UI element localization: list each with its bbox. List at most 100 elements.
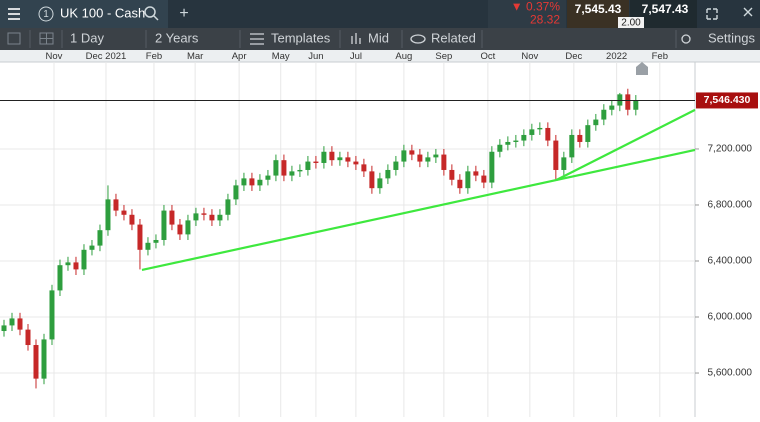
tab-badge xyxy=(38,6,54,22)
price-type-button[interactable]: Mid xyxy=(368,30,389,45)
x-tick-label: May xyxy=(272,51,290,62)
tab-number: 1 xyxy=(43,9,49,20)
x-tick-label: Apr xyxy=(232,51,247,62)
candle-body xyxy=(337,157,343,161)
instrument-name: UK 100 - Cash xyxy=(60,5,145,20)
candle-body xyxy=(473,171,479,176)
candle-body xyxy=(449,169,455,180)
interval-button[interactable]: 1 Day xyxy=(70,30,104,45)
candle-body xyxy=(65,262,71,266)
x-tick-label: Dec 2021 xyxy=(86,51,127,62)
candle-body xyxy=(537,127,543,130)
sell-price: 7,545.43 xyxy=(575,2,622,16)
x-tick-label: Sep xyxy=(435,51,452,62)
candle-body xyxy=(57,265,63,291)
candle-body xyxy=(361,164,367,172)
candle-body xyxy=(481,175,487,183)
candle-body xyxy=(393,161,399,170)
candle-body xyxy=(625,94,631,110)
candle-body xyxy=(529,129,535,135)
candle-body xyxy=(441,154,447,170)
candle-body xyxy=(273,160,279,176)
last-price-tag xyxy=(696,92,758,109)
templates-button[interactable]: Templates xyxy=(271,30,331,45)
search-icon[interactable] xyxy=(144,6,159,21)
y-tick-label: 6,000.000 xyxy=(708,312,753,323)
candle-body xyxy=(257,179,263,186)
candle-body xyxy=(425,157,431,162)
candle-body xyxy=(345,157,351,162)
candle-body xyxy=(73,262,79,270)
trendline xyxy=(556,108,696,181)
candle-body xyxy=(545,127,551,141)
candle-body xyxy=(121,210,127,215)
candle-body xyxy=(569,134,575,158)
x-tick-label: Jul xyxy=(350,51,362,62)
candle-body xyxy=(593,119,599,126)
candle-body xyxy=(137,224,143,250)
scroll-to-latest[interactable] xyxy=(636,62,648,75)
settings-button[interactable]: Settings xyxy=(708,30,755,45)
candle-body xyxy=(49,290,55,340)
candle-body xyxy=(353,161,359,165)
candle-body xyxy=(9,318,15,326)
window-icons[interactable] xyxy=(706,7,753,20)
x-tick-label: Jun xyxy=(308,51,323,62)
x-tick-label: Feb xyxy=(652,51,668,62)
candle-body xyxy=(417,154,423,162)
candle-body xyxy=(609,105,615,110)
candle-body xyxy=(321,151,327,163)
x-tick-label: Nov xyxy=(521,51,538,62)
x-tick-label: Aug xyxy=(395,51,412,62)
x-tick-label: Nov xyxy=(46,51,63,62)
y-tick-label: 7,200.000 xyxy=(708,144,753,155)
candle-body xyxy=(585,125,591,142)
candle-body xyxy=(297,169,303,172)
candle-body xyxy=(193,213,199,221)
candle-body xyxy=(385,169,391,179)
buy-price: 7,547.43 xyxy=(642,2,689,16)
related-button[interactable]: Related xyxy=(431,30,476,45)
add-tab[interactable]: + xyxy=(179,5,188,22)
candle-body xyxy=(369,171,375,189)
candle-body xyxy=(465,171,471,189)
candle-body xyxy=(401,150,407,162)
spread-box xyxy=(618,17,644,28)
candle-body xyxy=(249,178,255,186)
toolbar-glyphs xyxy=(250,33,691,45)
candle-body xyxy=(305,161,311,170)
candle-body xyxy=(153,239,159,243)
candle-body xyxy=(497,144,503,152)
time-axis xyxy=(0,50,760,62)
candle-body xyxy=(89,245,95,250)
candle-body xyxy=(169,210,175,225)
candle-body xyxy=(457,179,463,189)
candle-body xyxy=(281,160,287,176)
candle-body xyxy=(377,178,383,189)
y-tick-label: 6,800.000 xyxy=(708,200,753,211)
trendline xyxy=(141,148,696,272)
candle-body xyxy=(33,345,39,379)
toolbar xyxy=(0,28,760,50)
spread: 2.00 xyxy=(621,18,641,29)
candle-body xyxy=(129,214,135,225)
candle-body xyxy=(97,230,103,246)
candle-body xyxy=(25,329,31,346)
candle-body xyxy=(81,249,87,270)
candle-body xyxy=(409,150,415,155)
candle-body xyxy=(145,242,151,250)
candle-body xyxy=(601,109,607,120)
candle-body xyxy=(105,199,111,231)
candle-body xyxy=(201,213,207,215)
x-tick-label: Feb xyxy=(146,51,162,62)
x-tick-label: Dec xyxy=(565,51,582,62)
candle-body xyxy=(577,134,583,142)
range-button[interactable]: 2 Years xyxy=(155,30,199,45)
candle-body xyxy=(41,339,47,379)
candle-body xyxy=(553,140,559,170)
candle-body xyxy=(289,171,295,176)
candle-body xyxy=(209,214,215,221)
change-points: 28.32 xyxy=(530,13,560,27)
candle-body xyxy=(521,134,527,141)
candle-body xyxy=(161,210,167,240)
